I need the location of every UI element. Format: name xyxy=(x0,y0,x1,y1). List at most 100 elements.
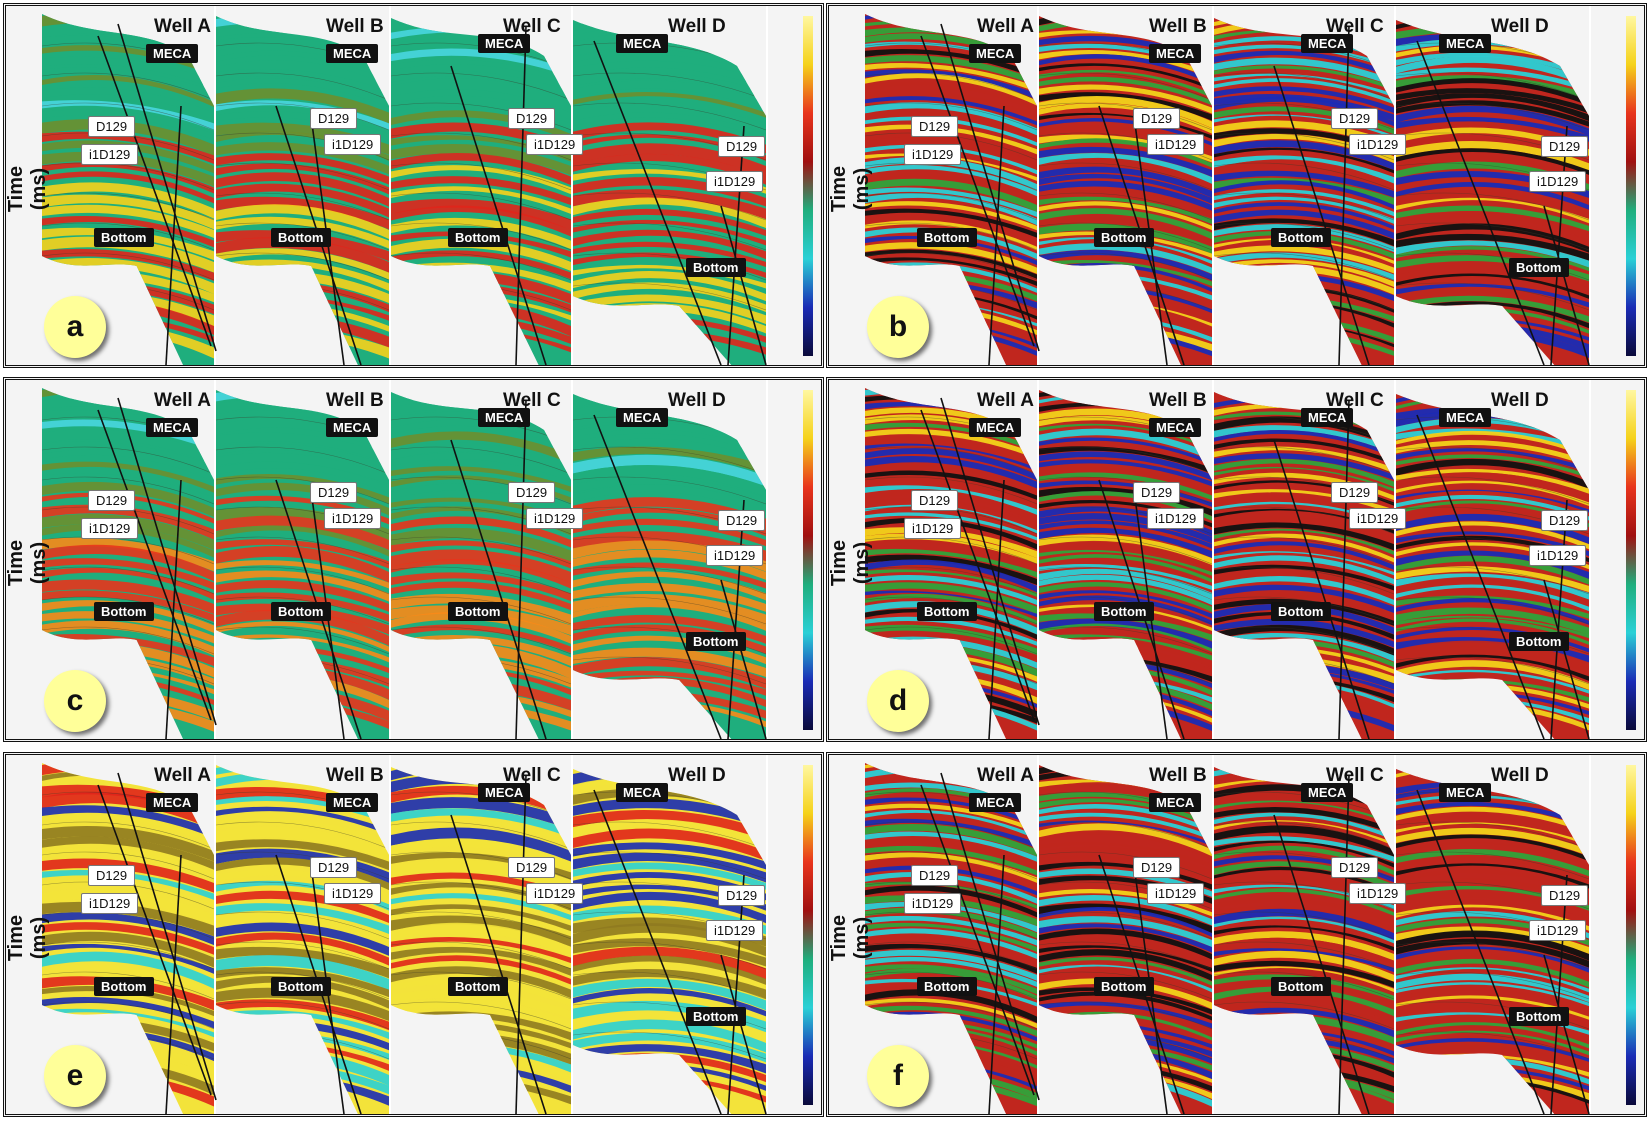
fault-line xyxy=(720,954,767,1114)
section-column-3 xyxy=(1214,767,1394,1114)
horizon-tag-base: Bottom xyxy=(1271,977,1331,996)
panel-letter-badge: f xyxy=(867,1045,929,1107)
panel-f: Time (ms) Well A Well B Well C Well D MECA MEC… xyxy=(826,752,1647,1117)
fault-line xyxy=(593,789,722,1114)
horizon-tag-lower: i1D129 xyxy=(526,883,584,904)
well-label: Well A xyxy=(977,390,1035,411)
horizon-tag-upper: D129 xyxy=(310,108,358,129)
horizon-tag-base: Bottom xyxy=(1509,632,1569,651)
horizon-tag-lower: i1D129 xyxy=(526,508,584,529)
horizon-tag-top: MECA xyxy=(146,418,199,437)
horizon-tag-upper: D129 xyxy=(1541,885,1589,906)
well-label: Well B xyxy=(326,390,384,411)
horizon-tag-top: MECA xyxy=(478,34,531,53)
fault-line xyxy=(1273,814,1370,1114)
horizon-tag-top: MECA xyxy=(1439,783,1492,802)
horizon-tag-lower: i1D129 xyxy=(81,518,139,539)
color-scale-bar xyxy=(803,765,813,1105)
horizon-tag-top: MECA xyxy=(146,793,199,812)
horizon-tag-lower: i1D129 xyxy=(1147,134,1205,155)
horizon-tag-upper: D129 xyxy=(718,136,766,157)
fault-line xyxy=(450,439,547,739)
fault-line xyxy=(165,105,182,365)
horizon-tag-upper: D129 xyxy=(1133,108,1181,129)
seismic-section-e xyxy=(42,755,768,1114)
fault-line xyxy=(920,409,1035,721)
panel-a: Time (ms) Well A Well B Well C Well D MECA MEC… xyxy=(3,3,824,368)
fault-line xyxy=(117,772,217,1101)
horizon-tag-top: MECA xyxy=(616,783,669,802)
fault-line xyxy=(1550,874,1568,1114)
y-axis-label: Time (ms) xyxy=(5,539,50,587)
panel-letter-badge: d xyxy=(867,670,929,732)
horizon-tag-lower: i1D129 xyxy=(904,893,962,914)
seismic-section-a xyxy=(42,6,768,365)
fault-line xyxy=(1416,789,1545,1114)
horizon-tag-top: MECA xyxy=(478,408,531,427)
horizon-tag-upper: D129 xyxy=(310,482,358,503)
fault-line xyxy=(720,579,767,739)
well-label: Well C xyxy=(503,16,561,37)
fault-line xyxy=(117,23,217,352)
horizon-tag-lower: i1D129 xyxy=(324,134,382,155)
fault-line xyxy=(1543,579,1590,739)
panel-letter-badge: e xyxy=(44,1045,106,1107)
fault-line xyxy=(1543,205,1590,365)
horizon-tag-top: MECA xyxy=(616,408,669,427)
seismic-section-b xyxy=(865,6,1591,365)
section-column-3 xyxy=(1214,18,1394,365)
well-label: Well C xyxy=(503,765,561,786)
fault-line xyxy=(727,125,745,365)
color-scale-bar xyxy=(803,390,813,730)
horizon-tag-top: MECA xyxy=(1149,418,1202,437)
horizon-tag-top: MECA xyxy=(1439,34,1492,53)
horizon-tag-lower: i1D129 xyxy=(1147,883,1205,904)
horizon-tag-upper: D129 xyxy=(1133,482,1181,503)
fault-line xyxy=(165,854,182,1114)
horizon-tag-base: Bottom xyxy=(94,602,154,621)
color-scale-bar xyxy=(803,16,813,356)
horizon-tag-upper: D129 xyxy=(1331,482,1379,503)
fault-line xyxy=(97,409,212,721)
panel-e: Time (ms) Well A Well B Well C Well D MECA MEC… xyxy=(3,752,824,1117)
horizon-tag-upper: D129 xyxy=(1133,857,1181,878)
horizon-tag-lower: i1D129 xyxy=(324,508,382,529)
well-label: Well D xyxy=(1491,765,1549,786)
well-label: Well B xyxy=(1149,16,1207,37)
panel-letter-badge: c xyxy=(44,670,106,732)
horizon-tag-upper: D129 xyxy=(1541,136,1589,157)
section-column-3 xyxy=(391,392,571,739)
fault-line xyxy=(1338,25,1350,365)
horizon-tag-base: Bottom xyxy=(1094,228,1154,247)
panel-b: Time (ms) Well A Well B Well C Well D MECA MEC… xyxy=(826,3,1647,368)
section-column-3 xyxy=(1214,392,1394,739)
horizon-tag-top: MECA xyxy=(326,793,379,812)
horizon-tag-upper: D129 xyxy=(1331,857,1379,878)
panel-d: Time (ms) Well A Well B Well C Well D MECA MEC… xyxy=(826,377,1647,742)
fault-line xyxy=(720,205,767,365)
color-scale-bar xyxy=(1626,765,1636,1105)
well-label: Well C xyxy=(1326,390,1384,411)
seismic-section-c xyxy=(42,380,768,739)
horizon-tag-upper: D129 xyxy=(508,108,556,129)
horizon-tag-upper: D129 xyxy=(1331,108,1379,129)
horizon-tag-upper: D129 xyxy=(911,116,959,137)
horizon-tag-upper: D129 xyxy=(508,857,556,878)
horizon-tag-top: MECA xyxy=(969,793,1022,812)
horizon-tag-base: Bottom xyxy=(94,977,154,996)
horizon-tag-upper: D129 xyxy=(508,482,556,503)
horizon-tag-base: Bottom xyxy=(686,632,746,651)
horizon-tag-upper: D129 xyxy=(310,857,358,878)
fault-line xyxy=(1550,125,1568,365)
fault-line xyxy=(515,774,527,1114)
fault-line xyxy=(988,854,1005,1114)
well-label: Well D xyxy=(668,16,726,37)
horizon-tag-upper: D129 xyxy=(718,885,766,906)
horizon-tag-base: Bottom xyxy=(686,1007,746,1026)
fault-line xyxy=(1273,439,1370,739)
horizon-tag-top: MECA xyxy=(326,418,379,437)
horizon-tag-lower: i1D129 xyxy=(706,545,764,566)
horizon-tag-lower: i1D129 xyxy=(904,144,962,165)
fault-line xyxy=(515,399,527,739)
